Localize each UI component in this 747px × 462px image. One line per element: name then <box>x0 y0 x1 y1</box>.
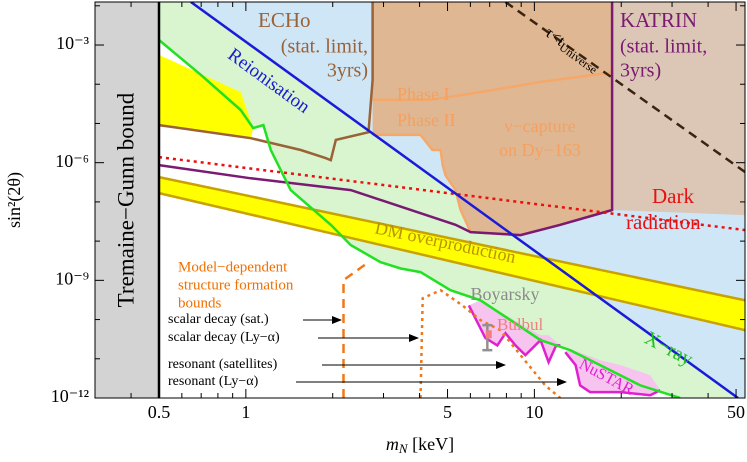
annotation: ν−capture <box>504 116 575 136</box>
annotation: Boyarsky <box>471 284 540 304</box>
annotation: (stat. limit, <box>620 36 707 58</box>
annotation: structure formation <box>178 277 294 293</box>
x-tick-label: 5 <box>443 402 452 422</box>
y-tick-label: 10⁻⁶ <box>55 151 89 171</box>
curve <box>344 262 369 398</box>
x-axis-label: mN [keV] <box>386 434 454 456</box>
annotation: resonant (satellites) <box>168 357 278 372</box>
x-tick-label: 10 <box>525 402 543 422</box>
y-axis-label: sin²(2θ) <box>4 172 25 228</box>
point <box>486 330 492 338</box>
annotation: 3yrs) <box>620 60 661 82</box>
annotation: radiation <box>626 210 701 234</box>
y-tick-label: 10⁻⁹ <box>55 268 89 288</box>
annotation: scalar decay (sat.) <box>168 312 269 327</box>
x-axis-label: m <box>386 434 399 454</box>
annotation: scalar decay (Ly−α) <box>168 330 280 345</box>
annotation: Phase II <box>397 110 455 130</box>
annotation: Model−dependent <box>178 259 288 275</box>
annotation: ECHo <box>258 8 311 32</box>
x-tick-label: 1 <box>241 402 250 422</box>
annotation: Bulbul <box>497 315 544 334</box>
annotation: (stat. limit, <box>281 36 368 58</box>
x-axis-label: [keV] <box>408 434 454 454</box>
x-tick-label: 0.5 <box>148 402 171 422</box>
y-tick-label: 10⁻³ <box>56 33 90 53</box>
annotation: Phase I <box>397 84 450 104</box>
annotation: KATRIN <box>620 8 697 32</box>
annotation: bounds <box>178 295 222 311</box>
x-tick-label: 50 <box>727 402 745 422</box>
y-tick-label: 10⁻¹² <box>51 386 89 406</box>
annotation: 3yrs) <box>327 60 368 82</box>
annotation: on Dy−163 <box>499 140 581 160</box>
annotation: Tremaine−Gunn bound <box>113 92 138 307</box>
annotation: resonant (Ly−α) <box>168 374 259 389</box>
annotation: Dark <box>652 184 694 208</box>
